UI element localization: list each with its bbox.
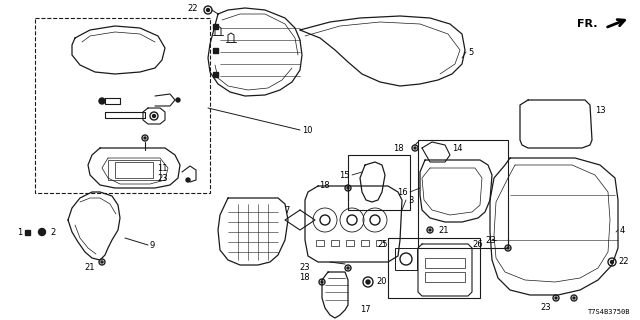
Text: 3: 3: [408, 196, 413, 204]
Bar: [35, 18, 210, 193]
Circle shape: [611, 260, 614, 263]
Bar: [108, 160, 160, 180]
Bar: [346, 240, 354, 246]
Bar: [376, 240, 384, 246]
Bar: [425, 272, 465, 282]
Circle shape: [186, 178, 190, 182]
Text: 18: 18: [394, 143, 404, 153]
Circle shape: [207, 9, 209, 12]
Circle shape: [507, 247, 509, 249]
Circle shape: [347, 187, 349, 189]
Text: 13: 13: [595, 106, 605, 115]
Bar: [331, 240, 339, 246]
Text: 16: 16: [397, 188, 408, 196]
Circle shape: [573, 297, 575, 299]
Circle shape: [347, 267, 349, 269]
Circle shape: [176, 98, 180, 102]
Text: 26: 26: [472, 239, 483, 249]
Bar: [115, 162, 153, 178]
Bar: [212, 71, 218, 76]
Bar: [418, 140, 508, 248]
Circle shape: [321, 281, 323, 283]
Text: 5: 5: [468, 47, 473, 57]
Circle shape: [99, 98, 105, 104]
Text: 2: 2: [50, 228, 55, 236]
Bar: [388, 238, 480, 298]
Text: 10: 10: [302, 125, 312, 134]
Circle shape: [555, 297, 557, 299]
Text: 22: 22: [188, 4, 198, 12]
Text: 11: 11: [157, 164, 168, 172]
Text: 18: 18: [319, 180, 330, 189]
Circle shape: [101, 261, 103, 263]
Text: 9: 9: [150, 241, 156, 250]
Text: 1: 1: [17, 228, 22, 236]
Circle shape: [366, 280, 370, 284]
Text: 15: 15: [339, 171, 350, 180]
Text: 23: 23: [541, 303, 551, 313]
Text: 21: 21: [438, 226, 449, 235]
Circle shape: [152, 115, 156, 117]
Text: 25: 25: [378, 239, 388, 249]
Text: 14: 14: [452, 143, 463, 153]
Bar: [212, 47, 218, 52]
Text: 17: 17: [360, 306, 371, 315]
Bar: [316, 240, 324, 246]
Text: 23: 23: [300, 263, 310, 273]
Bar: [348, 155, 410, 210]
Text: FR.: FR.: [577, 19, 598, 29]
Bar: [24, 229, 29, 235]
Text: T7S4B3750B: T7S4B3750B: [588, 309, 630, 315]
Text: 20: 20: [376, 277, 387, 286]
Text: 21: 21: [84, 263, 95, 273]
Bar: [425, 258, 465, 268]
Text: 18: 18: [300, 274, 310, 283]
Bar: [395, 248, 417, 270]
Text: 7: 7: [285, 205, 290, 214]
Bar: [212, 23, 218, 28]
Text: 22: 22: [618, 258, 628, 267]
Circle shape: [144, 137, 146, 139]
Circle shape: [429, 229, 431, 231]
Circle shape: [38, 228, 45, 236]
Text: 23: 23: [485, 236, 496, 244]
Bar: [361, 240, 369, 246]
Text: 23: 23: [157, 173, 168, 182]
Text: 4: 4: [620, 226, 625, 235]
Circle shape: [414, 147, 416, 149]
